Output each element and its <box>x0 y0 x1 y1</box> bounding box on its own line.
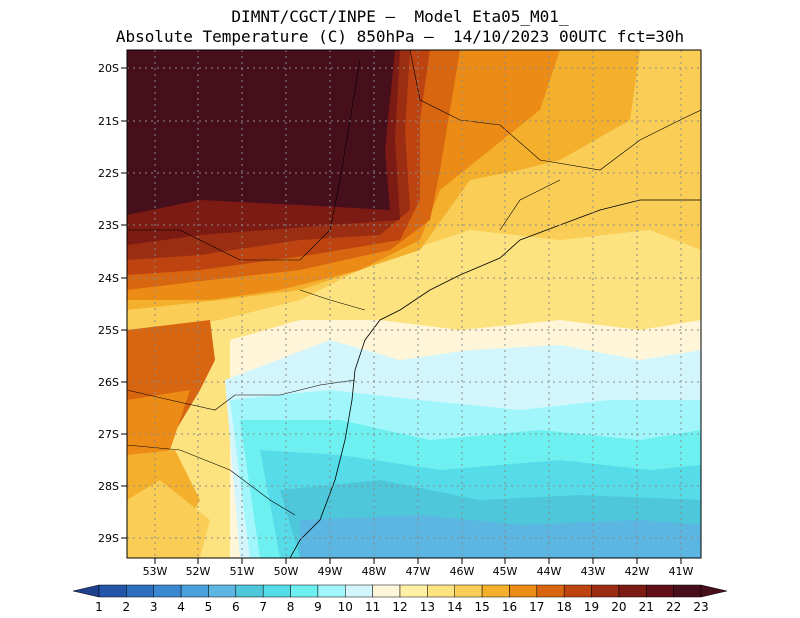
colorbar-segment <box>98 584 127 598</box>
colorbar-label: 22 <box>666 600 681 614</box>
colorbar-label: 9 <box>314 600 322 614</box>
colorbar-label: 16 <box>502 600 517 614</box>
colorbar-label: 15 <box>474 600 489 614</box>
colorbar-segment <box>290 584 319 598</box>
colorbar-segment <box>126 584 154 598</box>
colorbar-label: 18 <box>557 600 572 614</box>
lon-label: 42W <box>625 565 650 578</box>
colorbar-label: 11 <box>365 600 380 614</box>
colorbar: 1 2 3 4 5 6 7 8 9 10 11 12 13 14 15 16 17 18 19 20 21 22 23 <box>72 584 728 614</box>
colorbar-segment <box>454 584 483 598</box>
title-line-1: DIMNT/CGCT/INPE – Model Eta05_M01_ <box>231 7 569 26</box>
title-line-2: Absolute Temperature (C) 850hPa – 14/10/… <box>115 27 685 46</box>
lon-label: 50W <box>274 565 299 578</box>
lat-label: 21S <box>98 115 119 128</box>
colorbar-label: 14 <box>447 600 462 614</box>
colorbar-segment <box>399 584 428 598</box>
temperature-field <box>127 50 701 558</box>
colorbar-right-arrow <box>700 584 728 598</box>
colorbar-label: 23 <box>693 600 708 614</box>
lon-label: 46W <box>450 565 475 578</box>
colorbar-segment <box>262 584 291 598</box>
lat-label: 28S <box>98 480 119 493</box>
lon-label: 51W <box>230 565 255 578</box>
colorbar-segment <box>618 584 647 598</box>
colorbar-segment <box>509 584 538 598</box>
colorbar-segment <box>646 584 674 598</box>
plot-frame <box>126 49 702 559</box>
colorbar-segment <box>673 584 702 598</box>
lon-label: 48W <box>362 565 387 578</box>
lon-label: 53W <box>143 565 168 578</box>
colorbar-segment <box>563 584 592 598</box>
colorbar-label: 3 <box>150 600 158 614</box>
lat-label: 23S <box>98 219 119 232</box>
latitude-labels: 20S 21S 22S 23S 24S 25S 26S 27S 28S 29S <box>98 62 119 545</box>
colorbar-segment <box>345 584 373 598</box>
colorbar-segment <box>591 584 620 598</box>
colorbar-segment <box>180 584 209 598</box>
lon-label: 44W <box>537 565 562 578</box>
colorbar-label: 4 <box>177 600 185 614</box>
colorbar-label: 10 <box>338 600 353 614</box>
colorbar-segment <box>235 584 264 598</box>
colorbar-segment <box>372 584 401 598</box>
lon-label: 49W <box>318 565 343 578</box>
colorbar-segment <box>536 584 565 598</box>
lon-label: 47W <box>406 565 431 578</box>
colorbar-label: 21 <box>639 600 654 614</box>
lat-label: 24S <box>98 272 119 285</box>
longitude-labels: 53W 52W 51W 50W 49W 48W 47W 46W 45W 44W … <box>143 565 694 578</box>
colorbar-label: 17 <box>529 600 544 614</box>
lat-label: 26S <box>98 376 119 389</box>
colorbar-segment <box>317 584 346 598</box>
colorbar-label: 5 <box>205 600 213 614</box>
lon-label: 41W <box>669 565 694 578</box>
colorbar-left-arrow <box>72 584 100 598</box>
lat-label: 22S <box>98 167 119 180</box>
colorbar-label: 6 <box>232 600 240 614</box>
colorbar-segment <box>153 584 182 598</box>
lat-label: 27S <box>98 428 119 441</box>
colorbar-label: 7 <box>259 600 267 614</box>
colorbar-segment <box>427 584 455 598</box>
lat-label: 25S <box>98 324 119 337</box>
lon-label: 45W <box>493 565 518 578</box>
colorbar-label: 13 <box>420 600 435 614</box>
colorbar-label: 12 <box>392 600 407 614</box>
colorbar-label: 2 <box>123 600 131 614</box>
lon-label: 43W <box>581 565 606 578</box>
lat-label: 29S <box>98 532 119 545</box>
colorbar-segment <box>208 584 237 598</box>
lat-label: 20S <box>98 62 119 75</box>
colorbar-label: 20 <box>611 600 626 614</box>
colorbar-label: 1 <box>95 600 103 614</box>
colorbar-label: 8 <box>287 600 295 614</box>
colorbar-segment <box>481 584 510 598</box>
lon-label: 52W <box>186 565 211 578</box>
colorbar-label: 19 <box>584 600 599 614</box>
